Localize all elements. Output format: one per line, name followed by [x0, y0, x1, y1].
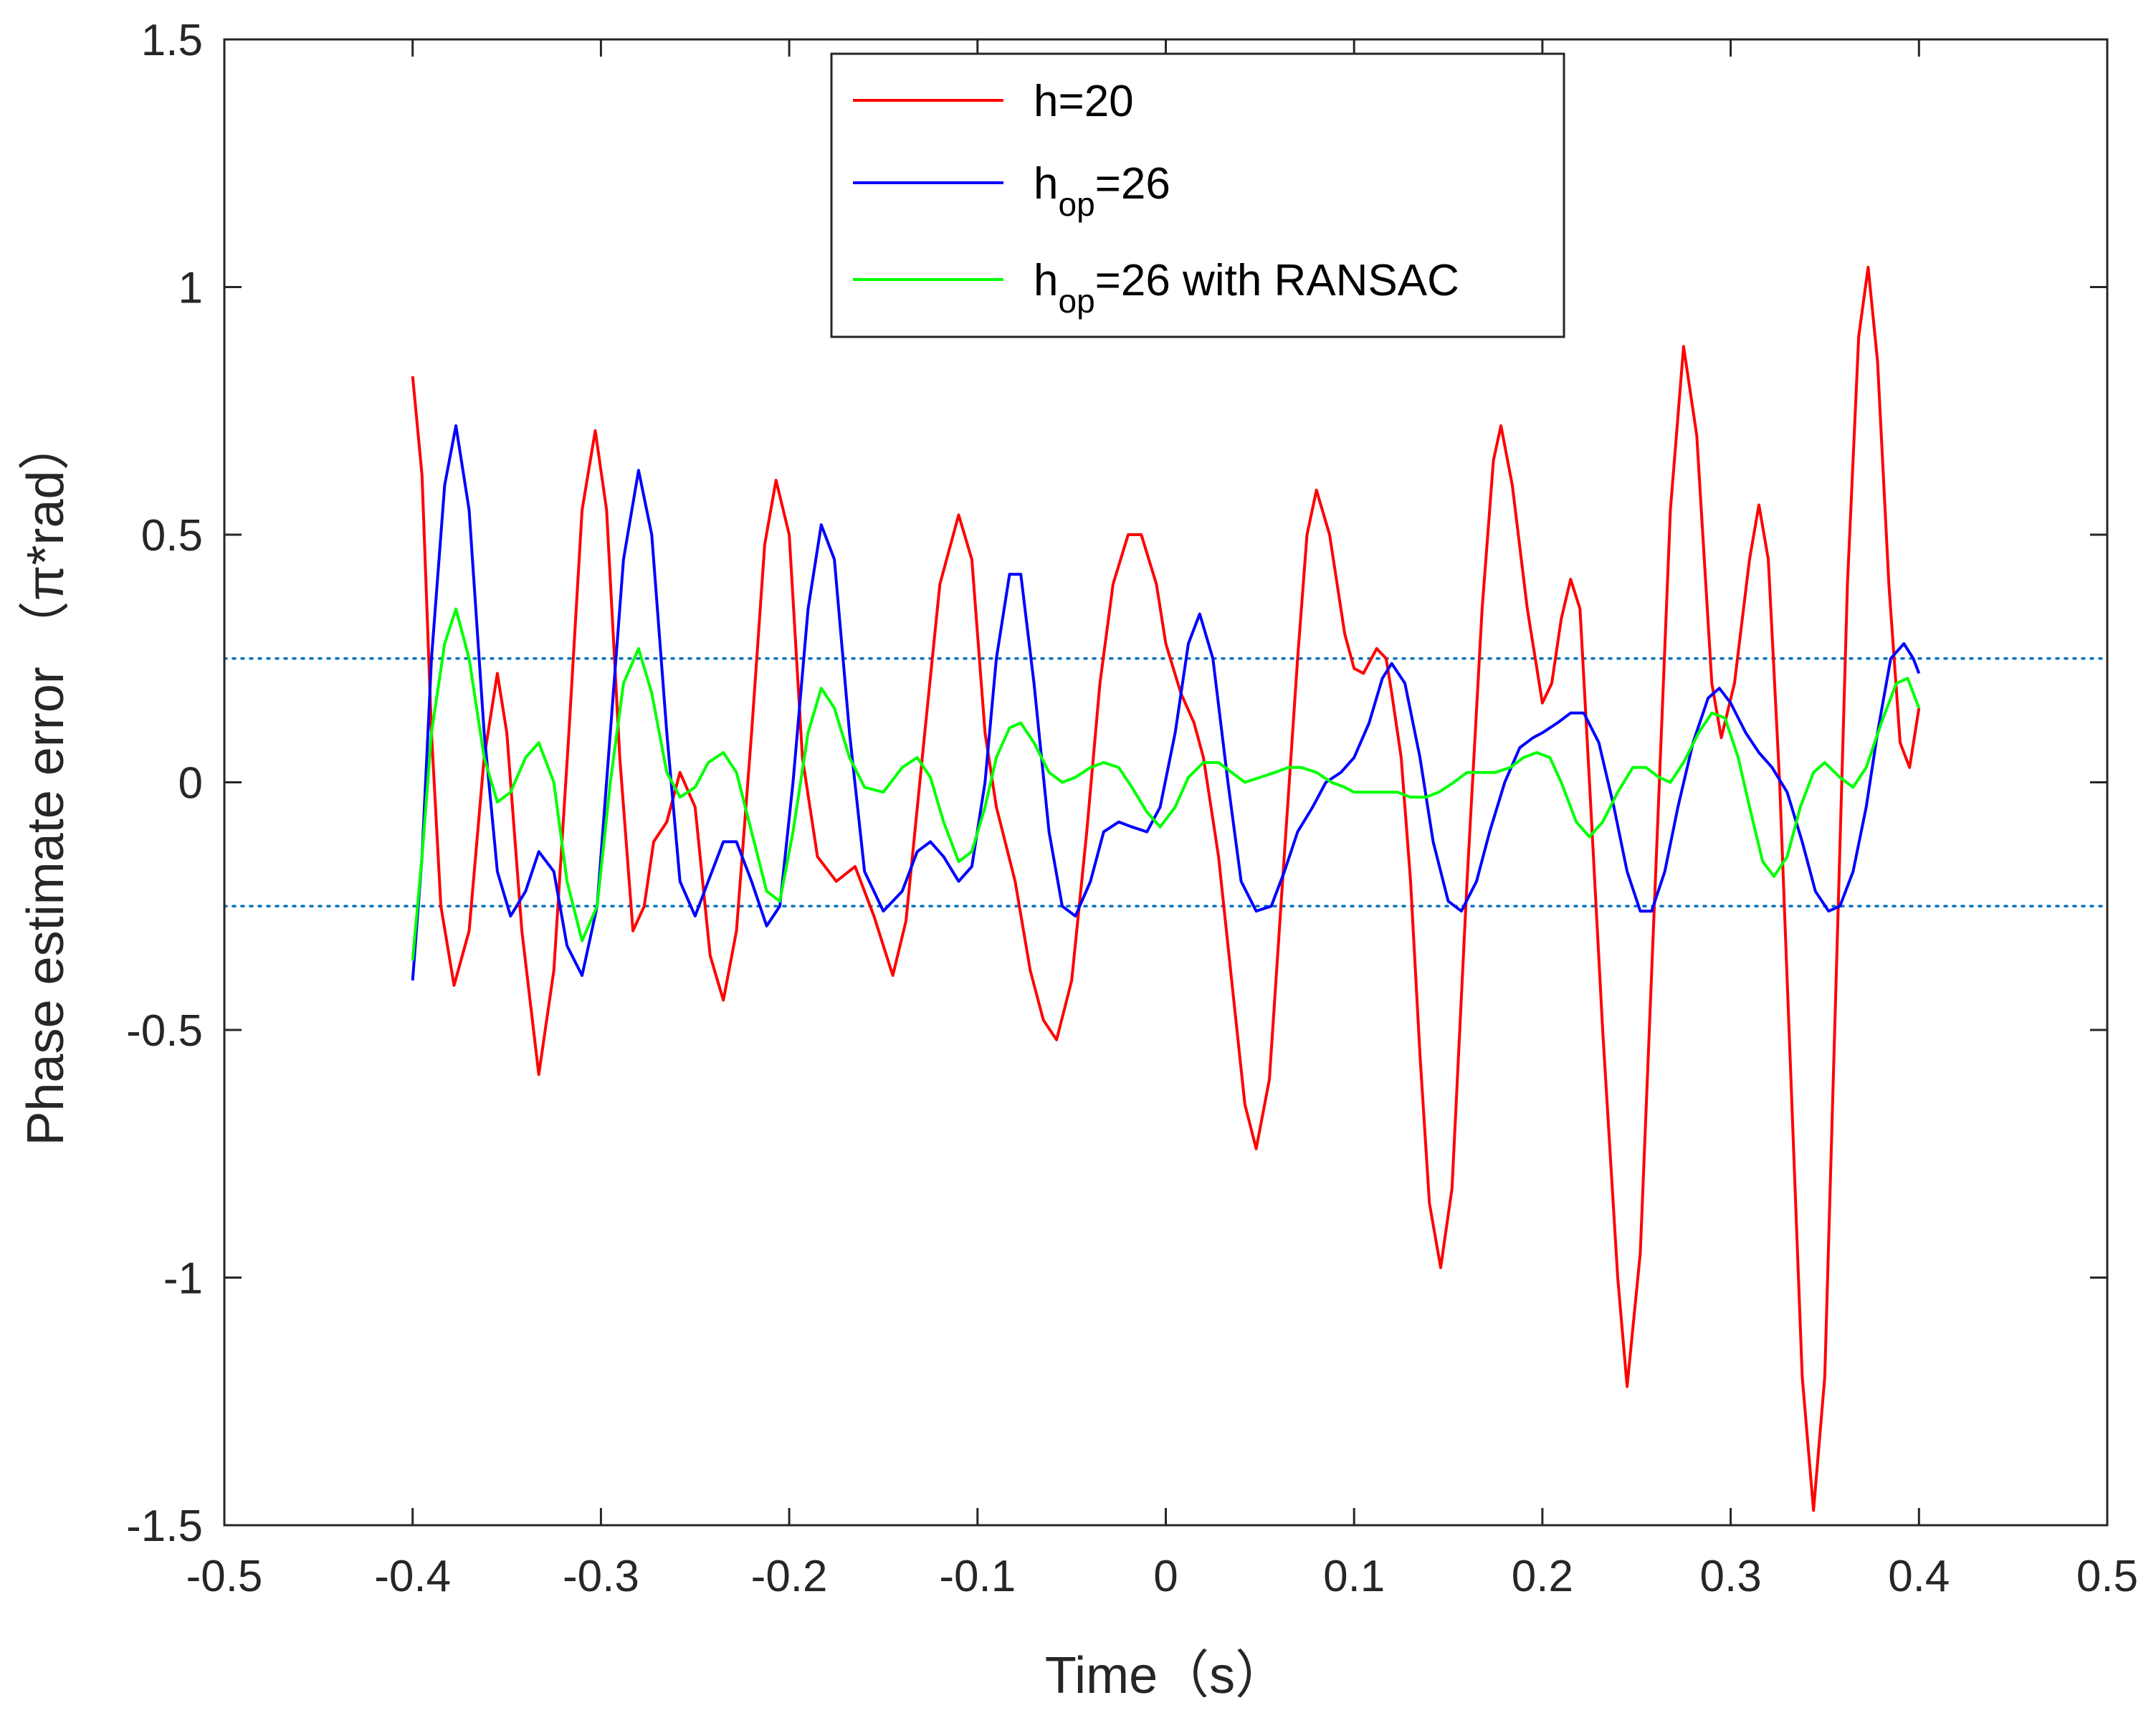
x-tick-label: -0.1 [939, 1552, 1016, 1601]
legend-label-2: hop=26 [1034, 159, 1170, 223]
series-line-3 [411, 607, 1921, 961]
x-tick-label: -0.4 [374, 1552, 451, 1601]
y-tick-label: 0.5 [141, 511, 203, 560]
y-tick-label: 1 [178, 264, 203, 313]
y-tick-label: 1.5 [141, 16, 203, 65]
axis-ticks: -0.5 -0.4 -0.3 -0.2 -0.1 0 0.1 0.2 0.3 0.4 0.5 -1.5… [126, 16, 2138, 1601]
y-tick-label: -1.5 [126, 1502, 203, 1551]
x-tick-label: -0.3 [563, 1552, 639, 1601]
x-tick-label: 0.2 [1512, 1552, 1573, 1601]
x-tick-label: 0.1 [1323, 1552, 1385, 1601]
series-line-2 [411, 424, 1921, 981]
y-axis-label: Phase estimate error （π*rad） [17, 419, 75, 1145]
legend: h=20 hop=26 hop=26 with RANSAC [830, 52, 1565, 338]
x-axis-label: Time（s） [1045, 1647, 1287, 1704]
series-line-1 [411, 265, 1921, 1512]
x-tick-label: 0.3 [1699, 1552, 1761, 1601]
x-tick-label: -0.5 [186, 1552, 263, 1601]
legend-label-1: h=20 [1034, 77, 1134, 126]
x-tick-label: 0.4 [1888, 1552, 1950, 1601]
legend-label-3: hop=26 with RANSAC [1034, 256, 1459, 320]
y-tick-label: 0 [178, 759, 203, 808]
series-layer [411, 265, 1921, 1512]
x-tick-label: 0.5 [2076, 1552, 2138, 1601]
y-tick-label: -1 [163, 1254, 203, 1304]
x-tick-label: 0 [1153, 1552, 1178, 1601]
x-tick-label: -0.2 [751, 1552, 828, 1601]
y-tick-label: -0.5 [126, 1006, 203, 1056]
